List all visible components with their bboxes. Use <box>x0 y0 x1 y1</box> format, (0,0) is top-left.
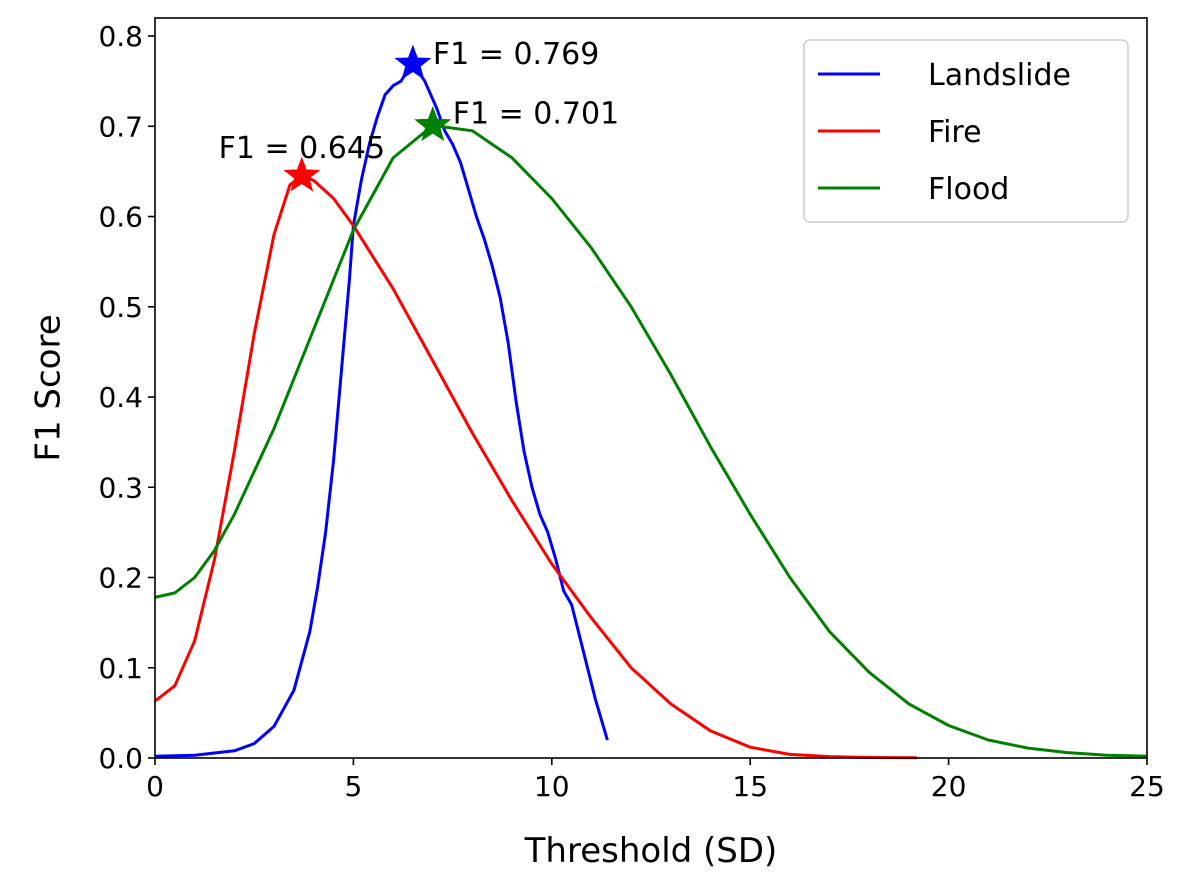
y-tick-label: 0.2 <box>98 562 143 595</box>
legend-box <box>803 39 1129 223</box>
x-tick-label: 15 <box>732 770 768 803</box>
legend-label-flood: Flood <box>928 172 1009 207</box>
x-tick-label: 20 <box>931 770 967 803</box>
series-line-landslide <box>154 62 609 758</box>
y-tick-label: 0.8 <box>98 20 143 53</box>
best-marker-landslide <box>394 44 432 80</box>
x-tick-label: 5 <box>344 770 362 803</box>
y-tick-label: 0.1 <box>98 652 143 685</box>
y-tick-label: 0.4 <box>98 381 143 414</box>
axes: 0 5 10 15 20 25 0.0 0.1 0.2 0.3 0.4 0.5 0.6 0.7 0.8 <box>98 17 1165 803</box>
x-axis-label: Threshold (SD) <box>524 831 778 871</box>
annotations: F1 = 0.769 F1 = 0.645 F1 = 0.701 <box>219 37 620 166</box>
annotation-fire: F1 = 0.645 <box>219 131 385 166</box>
legend-label-fire: Fire <box>928 115 982 150</box>
y-tick-label: 0.7 <box>98 110 143 143</box>
legend: Landslide Fire Flood <box>803 39 1129 223</box>
x-tick-label: 10 <box>534 770 570 803</box>
axes-frame <box>154 17 1148 759</box>
annotation-landslide: F1 = 0.769 <box>433 37 599 72</box>
x-tick-label: 25 <box>1129 770 1165 803</box>
y-tick-label: 0.3 <box>98 471 143 504</box>
y-axis-label: F1 Score <box>29 314 69 461</box>
x-tick-label: 0 <box>146 770 164 803</box>
best-markers <box>283 44 452 192</box>
best-marker-flood <box>414 105 452 142</box>
y-tick-label: 0.0 <box>98 742 143 775</box>
legend-label-landslide: Landslide <box>928 58 1071 93</box>
series-line-fire <box>154 174 917 760</box>
y-tick-label: 0.6 <box>98 201 143 234</box>
series-line-flood <box>154 123 1148 758</box>
best-marker-fire <box>283 156 321 192</box>
series-layer <box>154 62 1148 760</box>
annotation-flood: F1 = 0.701 <box>453 96 619 131</box>
y-tick-label: 0.5 <box>98 291 143 324</box>
